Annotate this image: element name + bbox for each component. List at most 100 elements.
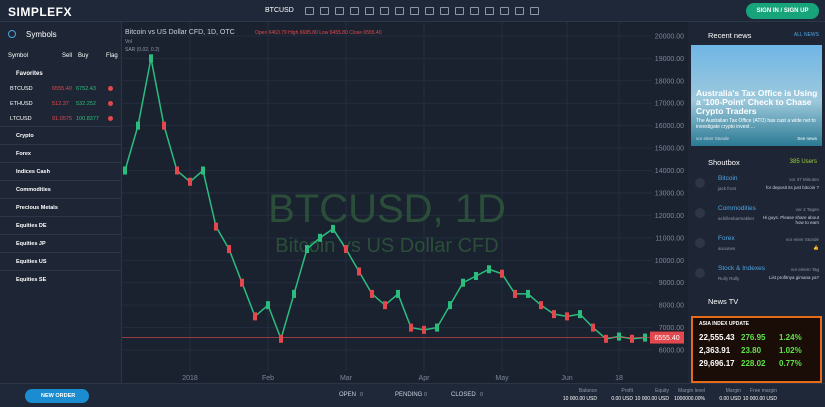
tv-banner: ASIA INDEX UPDATE: [699, 321, 750, 327]
news-headline: Australia's Tax Office is Using a '100-P…: [696, 88, 818, 116]
stat-value: 10 000.00 USD: [562, 396, 597, 402]
candle: [552, 310, 556, 319]
candle: [318, 233, 322, 242]
top-bar: SIMPLEFX BTCUSD SIGN IN / SIGN UP: [0, 0, 825, 22]
group-divider: [0, 162, 121, 163]
toolbar-icon[interactable]: [410, 7, 419, 15]
tab-label[interactable]: PENDING: [395, 392, 423, 398]
indicator: Vol: [125, 39, 132, 45]
shout-topic[interactable]: Bitcoin: [718, 175, 738, 182]
toolbar-icon[interactable]: [485, 7, 494, 15]
toolbar-icon[interactable]: [440, 7, 449, 15]
toolbar-icon[interactable]: [530, 7, 539, 15]
y-tick-label: 18000.00: [655, 78, 684, 85]
shout-user: Rully Rully: [718, 276, 740, 281]
symbol-group[interactable]: Commodities: [16, 187, 51, 193]
candle: [331, 224, 335, 233]
candle: [357, 267, 361, 276]
watermark-subtitle: Bitcoin vs US Dollar CFD: [275, 235, 498, 257]
toolbar-icon[interactable]: [455, 7, 464, 15]
toolbar-icon[interactable]: [500, 7, 509, 15]
group-divider: [0, 252, 121, 253]
candle: [344, 245, 348, 254]
candle: [487, 265, 491, 274]
candle: [396, 289, 400, 298]
symbol-group[interactable]: Equities US: [16, 259, 47, 265]
y-tick-label: 19000.00: [655, 56, 684, 63]
candle: [513, 289, 517, 298]
x-tick-label: 2018: [182, 375, 198, 382]
users-count: 385 Users: [789, 159, 817, 165]
candle: [162, 121, 166, 130]
chart-title: Bitcoin vs US Dollar CFD, 1D, OTC: [125, 29, 235, 36]
y-tick-label: 10000.00: [655, 258, 684, 265]
symbol-group[interactable]: Equities SE: [16, 277, 47, 283]
symbol-group[interactable]: Precious Metals: [16, 205, 58, 211]
group-divider: [0, 270, 121, 271]
shout-user: anounes: [718, 246, 736, 251]
toolbar-icon[interactable]: [320, 7, 329, 15]
shout-topic[interactable]: Forex: [718, 235, 735, 242]
toolbar-icon[interactable]: [395, 7, 404, 15]
y-tick-label: 9000.00: [659, 280, 684, 287]
candle: [136, 121, 140, 130]
stat-label: Profit: [621, 388, 633, 394]
candle: [305, 245, 309, 254]
tab-count: 0: [360, 392, 364, 398]
sign-in-button[interactable]: SIGN IN / SIGN UP: [746, 3, 819, 19]
candle: [292, 289, 296, 298]
symbol-group[interactable]: Equities DE: [16, 223, 47, 229]
group-divider: [0, 126, 121, 127]
toolbar-icon[interactable]: [350, 7, 359, 15]
shout-time: vor einer Stunde: [785, 237, 819, 242]
indicator: SAR (0.02, 0.2): [125, 47, 160, 53]
y-tick-label: 12000.00: [655, 213, 684, 220]
logo: SIMPLEFX: [8, 5, 73, 19]
candle: [175, 166, 179, 175]
symbol[interactable]: BTCUSD: [265, 7, 294, 14]
candle: [630, 334, 634, 343]
toolbar-icon[interactable]: [365, 7, 374, 15]
stat-value: 0.00 USD: [719, 396, 741, 402]
candle: [604, 334, 608, 343]
symbol-group[interactable]: Indices Cash: [16, 169, 50, 175]
shout-time: vor einem Tag: [790, 267, 819, 272]
column-header: Buy: [78, 53, 89, 59]
toolbar-icon[interactable]: [335, 7, 344, 15]
y-tick-label: 14000.00: [655, 168, 684, 175]
symbol-group[interactable]: Crypto: [16, 133, 34, 139]
tv-cell: 22,555.43: [699, 333, 735, 342]
shout-time: vor 37 Minuten: [789, 177, 819, 182]
video: ASIA INDEX UPDATE 22,555.43 276.95 1.24% 2,3…: [691, 316, 822, 383]
chart: 6000.00 7000.00 8000.00 9000.00 10000.00 1100…: [122, 22, 688, 383]
candle: [227, 245, 231, 254]
toolbar-icon[interactable]: [470, 7, 479, 15]
tv-cell: 23.80: [741, 346, 762, 355]
tab-label[interactable]: OPEN: [339, 392, 357, 398]
toolbar-icon[interactable]: [515, 7, 524, 15]
stat-label: Free margin: [750, 388, 777, 394]
symbol-group[interactable]: Forex: [16, 151, 31, 157]
tab-label[interactable]: CLOSED: [451, 392, 476, 398]
shout-topic[interactable]: Stock & Indexes: [718, 265, 765, 272]
shout-topic[interactable]: Commodities: [718, 205, 756, 212]
y-tick-label: 16000.00: [655, 123, 684, 130]
all-news[interactable]: ALL NEWS: [793, 32, 819, 38]
symbols-title: Symbols: [26, 30, 57, 39]
symbol-group[interactable]: Equities JP: [16, 241, 46, 247]
candle: [591, 323, 595, 332]
news-title: Recent news: [708, 31, 752, 40]
toolbar-icon[interactable]: [425, 7, 434, 15]
tv-cell: 1.02%: [779, 346, 802, 355]
candle: [500, 269, 504, 278]
toolbar-icon[interactable]: [380, 7, 389, 15]
stat-label: Margin: [725, 388, 741, 394]
y-tick-label: 8000.00: [659, 303, 684, 310]
toolbar-icon[interactable]: [305, 7, 314, 15]
buy-price: 532.252: [76, 101, 96, 107]
news-link[interactable]: See news: [797, 136, 817, 141]
new-order-button[interactable]: NEW ORDER: [25, 389, 89, 403]
flag-icon: [108, 116, 113, 121]
chart-bg: [122, 22, 688, 383]
tab-count: 0: [424, 392, 428, 398]
